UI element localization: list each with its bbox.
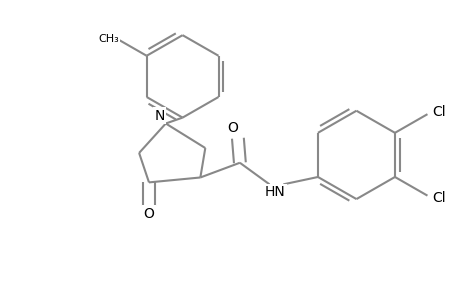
Text: CH₃: CH₃	[98, 34, 119, 44]
Text: O: O	[227, 122, 238, 135]
Text: HN: HN	[264, 185, 285, 199]
Text: Cl: Cl	[431, 105, 445, 119]
Text: Cl: Cl	[431, 190, 445, 205]
Text: N: N	[154, 109, 165, 123]
Text: O: O	[143, 207, 154, 221]
